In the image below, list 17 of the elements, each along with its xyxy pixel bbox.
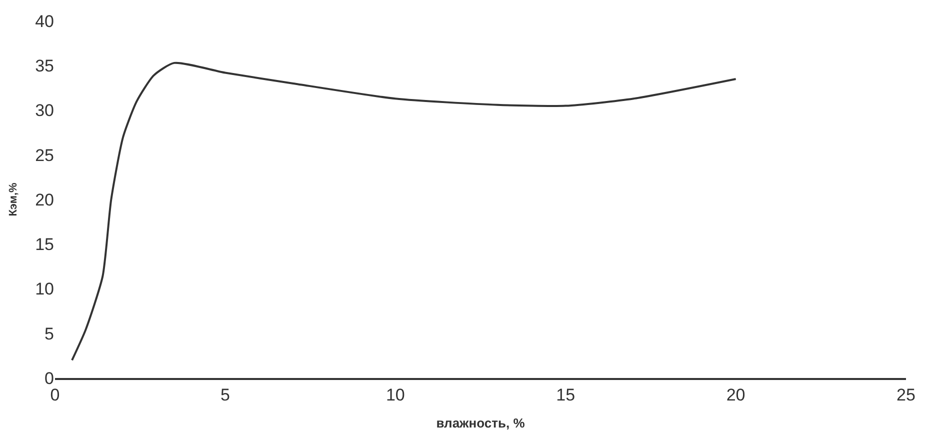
y-tick-label: 10 <box>35 280 54 299</box>
y-tick-label: 25 <box>35 146 54 165</box>
y-tick-label: 40 <box>35 12 54 31</box>
y-tick-label: 20 <box>35 190 54 210</box>
y-tick-label: 0 <box>44 368 54 388</box>
x-tick-label: 15 <box>556 385 576 404</box>
y-tick-label: 5 <box>44 324 54 344</box>
y-axis-title: Кэм,% <box>8 182 20 216</box>
x-tick-label: 25 <box>896 385 916 404</box>
x-tick-label: 5 <box>220 385 230 404</box>
y-tick-label: 30 <box>35 101 54 120</box>
x-axis-title: влажность, % <box>436 416 526 430</box>
y-tick-label: 15 <box>35 235 54 254</box>
x-tick-label: 20 <box>726 385 746 404</box>
y-tick-label: 35 <box>35 56 54 76</box>
line-series <box>71 62 737 362</box>
x-tick-label: 10 <box>386 385 405 404</box>
